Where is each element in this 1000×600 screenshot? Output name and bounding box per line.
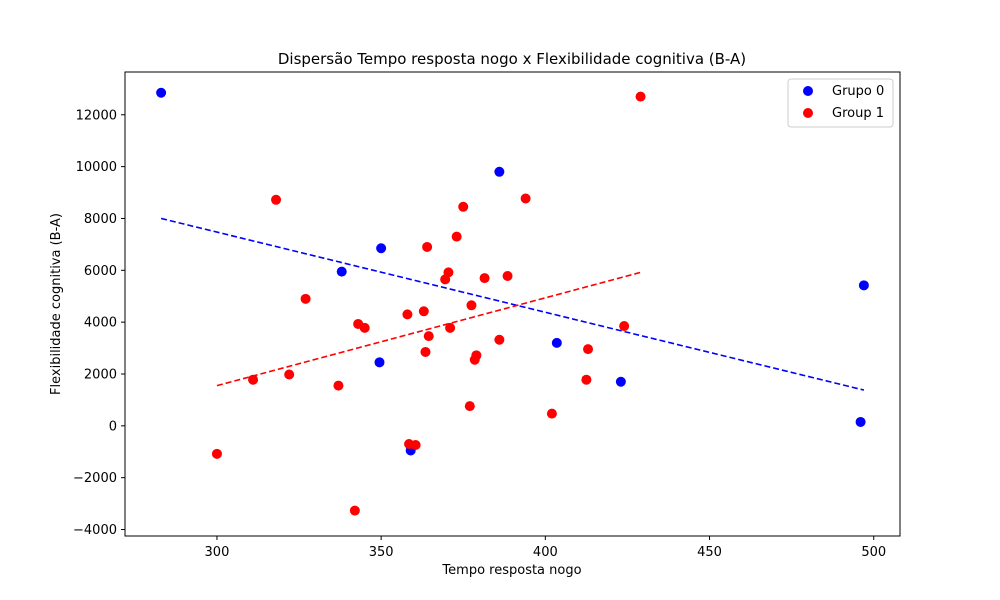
point-group-1-13 xyxy=(420,346,431,357)
point-group-1-30 xyxy=(581,374,592,385)
point-group-1-12 xyxy=(418,306,429,317)
point-group-1-27 xyxy=(502,271,513,281)
trendline-group-1 xyxy=(216,271,641,387)
point-group-1-4 xyxy=(300,293,311,304)
point-group-1-21 xyxy=(464,401,475,412)
point-grupo-0-7 xyxy=(615,376,626,387)
point-group-1-15 xyxy=(423,331,434,342)
y-tick-label: 8000 xyxy=(84,212,117,227)
point-group-1-1 xyxy=(248,374,259,385)
point-group-1-11 xyxy=(410,440,421,451)
point-group-1-28 xyxy=(520,193,531,204)
plot-area xyxy=(156,87,869,516)
plot-frame xyxy=(124,71,901,537)
y-tick-label: 12000 xyxy=(76,108,117,123)
y-tick-label: 0 xyxy=(109,419,117,434)
y-axis: −4000 −2000 0 2000 4000 6000 8000 10000 12000 xyxy=(73,108,125,538)
point-group-1-2 xyxy=(271,194,282,205)
chart-title: Dispersão Tempo resposta nogo x Flexibil… xyxy=(278,50,746,68)
y-tick-label: 6000 xyxy=(84,264,117,279)
point-group-1-22 xyxy=(466,300,477,311)
point-grupo-0-5 xyxy=(494,166,505,177)
point-group-1-8 xyxy=(359,322,370,333)
point-group-1-26 xyxy=(494,334,505,345)
point-group-1-18 xyxy=(445,322,456,333)
y-tick-label: 10000 xyxy=(76,160,117,175)
point-group-1-20 xyxy=(458,201,469,212)
x-tick-label: 300 xyxy=(205,545,230,560)
legend-marker-group-1 xyxy=(803,108,813,118)
x-axis: 300 350 400 450 500 xyxy=(205,536,886,560)
point-grupo-0-2 xyxy=(376,243,387,254)
point-group-1-24 xyxy=(471,350,482,361)
legend-label-group-1: Group 1 xyxy=(832,106,884,121)
y-tick-label: 4000 xyxy=(84,316,117,331)
point-group-1-25 xyxy=(479,273,490,284)
x-tick-label: 500 xyxy=(861,545,886,560)
y-axis-label: Flexibilidade cognitiva (B-A) xyxy=(49,213,64,395)
point-group-1-31 xyxy=(583,344,594,355)
point-grupo-0-8 xyxy=(855,416,866,427)
point-group-1-3 xyxy=(284,369,295,380)
point-group-1-19 xyxy=(451,231,462,242)
y-tick-label: 2000 xyxy=(84,367,117,382)
trendline-grupo-0 xyxy=(160,217,865,391)
y-tick-label: −4000 xyxy=(73,523,117,538)
x-axis-label: Tempo resposta nogo xyxy=(441,563,581,578)
point-group-1-5 xyxy=(333,380,344,391)
point-group-1-9 xyxy=(402,309,413,320)
x-tick-label: 350 xyxy=(369,545,394,560)
point-grupo-0-1 xyxy=(336,266,347,277)
legend: Grupo 0 Group 1 xyxy=(787,78,894,128)
legend-frame xyxy=(787,78,894,128)
point-grupo-0-3 xyxy=(374,357,385,368)
point-group-1-33 xyxy=(635,91,646,102)
point-group-1-6 xyxy=(349,505,360,516)
y-tick-label: −2000 xyxy=(73,471,117,486)
point-group-1-14 xyxy=(422,241,433,252)
point-group-1-0 xyxy=(211,448,222,459)
point-grupo-0-9 xyxy=(858,280,869,291)
point-grupo-0-6 xyxy=(551,337,562,348)
point-grupo-0-0 xyxy=(156,87,167,98)
x-tick-label: 400 xyxy=(533,545,558,560)
x-tick-label: 450 xyxy=(697,545,722,560)
point-group-1-32 xyxy=(619,321,630,332)
legend-marker-grupo-0 xyxy=(803,86,813,96)
point-group-1-17 xyxy=(443,267,454,278)
point-group-1-29 xyxy=(546,408,557,419)
legend-label-grupo-0: Grupo 0 xyxy=(832,84,884,99)
